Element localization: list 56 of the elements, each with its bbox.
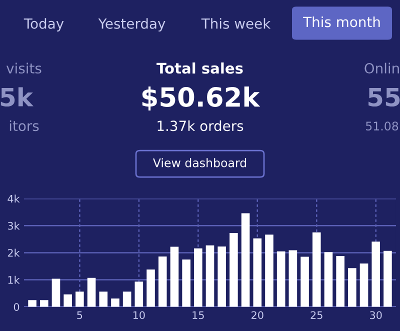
y-tick-label: 4k (8, 194, 20, 203)
bar (158, 256, 167, 307)
bar (300, 256, 309, 307)
bar (218, 246, 226, 307)
y-tick-label: 2k (8, 248, 20, 257)
bar (253, 238, 262, 307)
bar (146, 269, 155, 307)
text: itors (10, 120, 39, 132)
bar (64, 294, 72, 307)
bar (230, 232, 238, 307)
bar (87, 278, 96, 307)
y-tick-label: 3k (8, 222, 20, 230)
bar (52, 278, 60, 307)
bar (276, 251, 286, 307)
bar (99, 292, 108, 307)
text: Today (24, 18, 64, 32)
bar (111, 298, 120, 307)
bar (76, 292, 84, 307)
text: Yesterday (98, 18, 166, 32)
chart-subtitle: $50.62k (142, 86, 260, 110)
bar (265, 234, 274, 307)
bar (348, 268, 356, 307)
x-tick-label: 25 (310, 311, 322, 320)
bar (40, 300, 48, 307)
x-tick-label: 10 (133, 311, 145, 320)
bar (28, 300, 36, 307)
bar (206, 245, 214, 307)
bar (312, 232, 321, 307)
bar (194, 248, 202, 307)
bar (182, 259, 190, 307)
text: visits (6, 62, 42, 74)
text: 55 (368, 88, 400, 107)
text: 1.37k orders (158, 120, 244, 132)
text: View dashboard (152, 158, 246, 168)
x-tick-label: 30 (370, 311, 382, 320)
bar (170, 246, 179, 307)
y-tick-label: 0 (14, 303, 20, 311)
text: This month (303, 16, 380, 28)
text: Onlin (364, 62, 399, 74)
text: This week (201, 18, 271, 29)
x-tick-label: 5 (77, 311, 82, 320)
bar (324, 252, 333, 307)
text: 51.08 (366, 122, 398, 131)
bar (122, 292, 132, 307)
x-tick-label: 20 (252, 311, 264, 320)
bar (336, 256, 344, 307)
bar (384, 250, 392, 307)
chart-title: Total sales (156, 62, 243, 74)
bar (134, 282, 144, 307)
bar (241, 213, 250, 307)
bar (372, 242, 380, 307)
bar (288, 250, 298, 307)
bar (360, 264, 368, 307)
y-tick-label: 1k (8, 276, 20, 284)
text: 5k (0, 87, 34, 107)
x-tick-label: 15 (192, 311, 204, 320)
